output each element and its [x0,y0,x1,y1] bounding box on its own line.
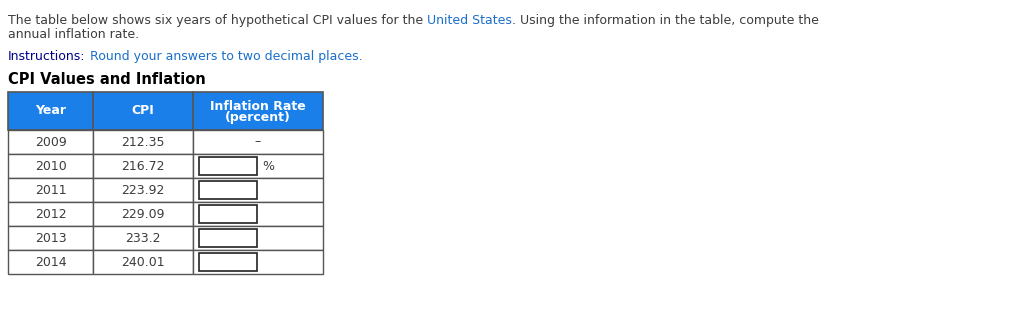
Text: %: % [262,160,274,172]
Bar [93,178,193,202]
Text: 223.92: 223.92 [121,183,164,197]
Text: 212.35: 212.35 [121,136,165,149]
Bar [193,130,323,154]
Text: CPI Values and Inflation: CPI Values and Inflation [8,72,206,87]
Bar [8,178,93,202]
Text: 2011: 2011 [35,183,66,197]
Text: 2010: 2010 [35,160,66,172]
Bar [8,202,93,226]
Text: Round your answers to two decimal places.: Round your answers to two decimal places… [86,50,362,63]
Bar [93,226,193,250]
Bar [193,250,323,274]
Bar [8,250,93,274]
Text: 2009: 2009 [35,136,66,149]
Bar [199,229,257,246]
Bar [199,205,257,223]
Bar [8,226,93,250]
Bar [193,202,323,226]
Text: 2014: 2014 [35,256,66,268]
Text: 2013: 2013 [35,231,66,245]
Text: The table below shows six years of hypothetical CPI values for the: The table below shows six years of hypot… [8,14,427,27]
Text: 240.01: 240.01 [121,256,165,268]
Bar [93,202,193,226]
Bar [193,178,323,202]
Bar [193,226,323,250]
Text: 216.72: 216.72 [121,160,165,172]
Text: 229.09: 229.09 [121,208,165,220]
Text: Instructions:: Instructions: [8,50,86,63]
Bar [8,92,93,130]
Text: 233.2: 233.2 [125,231,161,245]
Bar [93,154,193,178]
Text: annual inflation rate.: annual inflation rate. [8,28,139,41]
Bar [193,92,323,130]
Text: –: – [255,136,261,149]
Text: . Using the information in the table, compute the: . Using the information in the table, co… [512,14,818,27]
Text: Year: Year [35,105,66,117]
Bar [93,130,193,154]
Bar [199,157,257,175]
Bar [93,92,193,130]
Text: (percent): (percent) [225,111,290,124]
Bar [199,253,257,271]
Bar [8,130,93,154]
Text: Inflation Rate: Inflation Rate [210,100,306,112]
Bar [193,154,323,178]
Bar [93,250,193,274]
Text: CPI: CPI [131,105,154,117]
Text: United States: United States [427,14,512,27]
Bar [8,154,93,178]
Text: 2012: 2012 [35,208,66,220]
Bar [199,181,257,199]
